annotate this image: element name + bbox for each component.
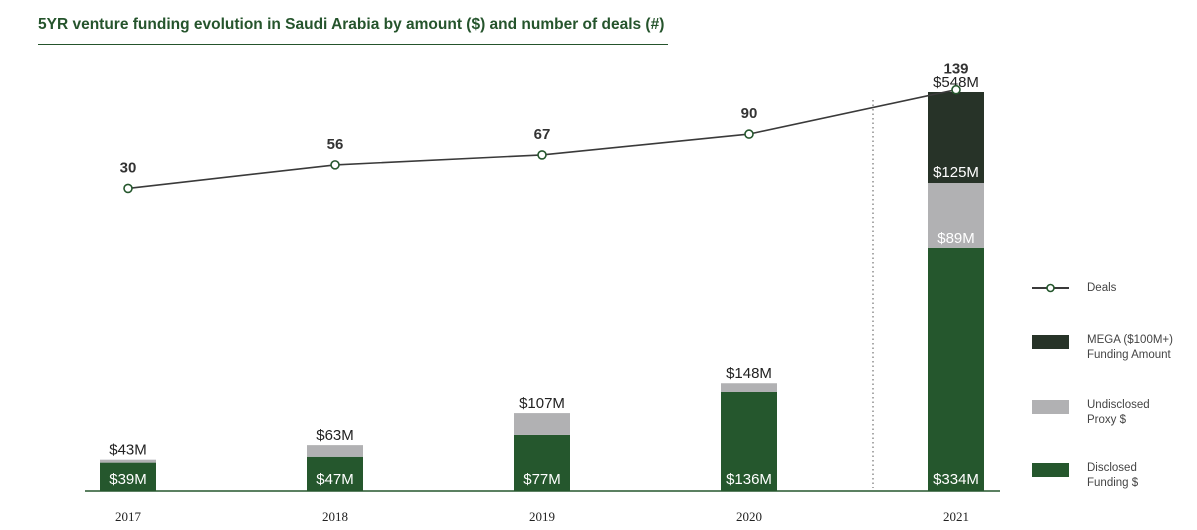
bar-total-label-2020: $148M [726, 365, 772, 382]
bar-label-disclosed-2020: $136M [726, 471, 772, 488]
bar-label-disclosed-2018: $47M [316, 471, 354, 488]
bar-undisclosed-2019 [514, 413, 570, 435]
chart-title: 5YR venture funding evolution in Saudi A… [38, 16, 665, 33]
bar-disclosed-2019 [514, 434, 570, 491]
bar-label-mega-2021: $125M [933, 164, 979, 181]
deals-label-2021: 139 [943, 61, 968, 78]
bar-label-undisclosed-2021: $89M [937, 230, 975, 247]
bar-label-disclosed-2019: $77M [523, 471, 561, 488]
deals-point-2017 [123, 183, 133, 194]
legend-label-undisclosed-line1: Undisclosed [1087, 399, 1150, 411]
deals-point-2018 [330, 160, 340, 170]
legend-label-undisclosed-line2: Proxy $ [1087, 414, 1126, 426]
bar-undisclosed-2018 [307, 445, 363, 457]
deals-point-2020 [744, 129, 754, 139]
deals-label-2020: 90 [741, 105, 758, 122]
bar-label-disclosed-2021: $334M [933, 471, 979, 488]
legend-label-mega-line1: MEGA ($100M+) [1087, 334, 1173, 346]
title-underline [38, 44, 668, 45]
deals-line-marker-icon [1032, 283, 1069, 293]
bar-disclosed-2018 [307, 456, 363, 491]
chart: $39M $43M 2017 $47M $63M 2018 $77M $107M 2019 $13… [85, 61, 1000, 524]
bar-undisclosed-2017 [100, 459, 156, 463]
deals-label-2019: 67 [534, 126, 551, 143]
x-tick-label-2019: 2019 [529, 509, 555, 524]
x-tick-label-2017: 2017 [115, 509, 142, 524]
bar-disclosed-2021 [928, 247, 984, 491]
bar-total-label-2019: $107M [519, 395, 565, 412]
bar-disclosed-2020 [721, 391, 777, 491]
deals-point-2021 [951, 84, 961, 95]
legend-label-mega: MEGA ($100M+) Funding Amount [1087, 333, 1197, 363]
legend-label-mega-line2: Funding Amount [1087, 349, 1171, 361]
disclosed-swatch [1032, 463, 1069, 477]
legend-label-disclosed-line2: Funding $ [1087, 477, 1139, 489]
mega-swatch [1032, 335, 1069, 349]
bar-disclosed-2017 [100, 462, 156, 491]
legend-label-disclosed-line1: Disclosed [1087, 462, 1137, 474]
bar-total-label-2021: $548M [933, 74, 979, 91]
x-tick-label-2020: 2020 [736, 509, 762, 524]
bar-undisclosed-2021 [928, 183, 984, 248]
legend-label-deals: Deals [1087, 282, 1117, 294]
deals-label-2017: 30 [120, 159, 137, 176]
bar-label-disclosed-2017: $39M [109, 471, 147, 488]
undisclosed-swatch [1032, 400, 1069, 414]
legend-label-disclosed: Disclosed Funding $ [1087, 461, 1197, 491]
bar-total-label-2017: $43M [109, 442, 147, 459]
deals-label-2018: 56 [327, 136, 344, 153]
bar-mega-2021 [928, 92, 984, 184]
legend-label-undisclosed: Undisclosed Proxy $ [1087, 398, 1197, 428]
deals-point-2019 [537, 150, 547, 160]
bar-undisclosed-2020 [721, 383, 777, 392]
x-tick-label-2021: 2021 [943, 509, 969, 524]
bar-total-label-2018: $63M [316, 427, 354, 444]
x-tick-label-2018: 2018 [322, 509, 348, 524]
